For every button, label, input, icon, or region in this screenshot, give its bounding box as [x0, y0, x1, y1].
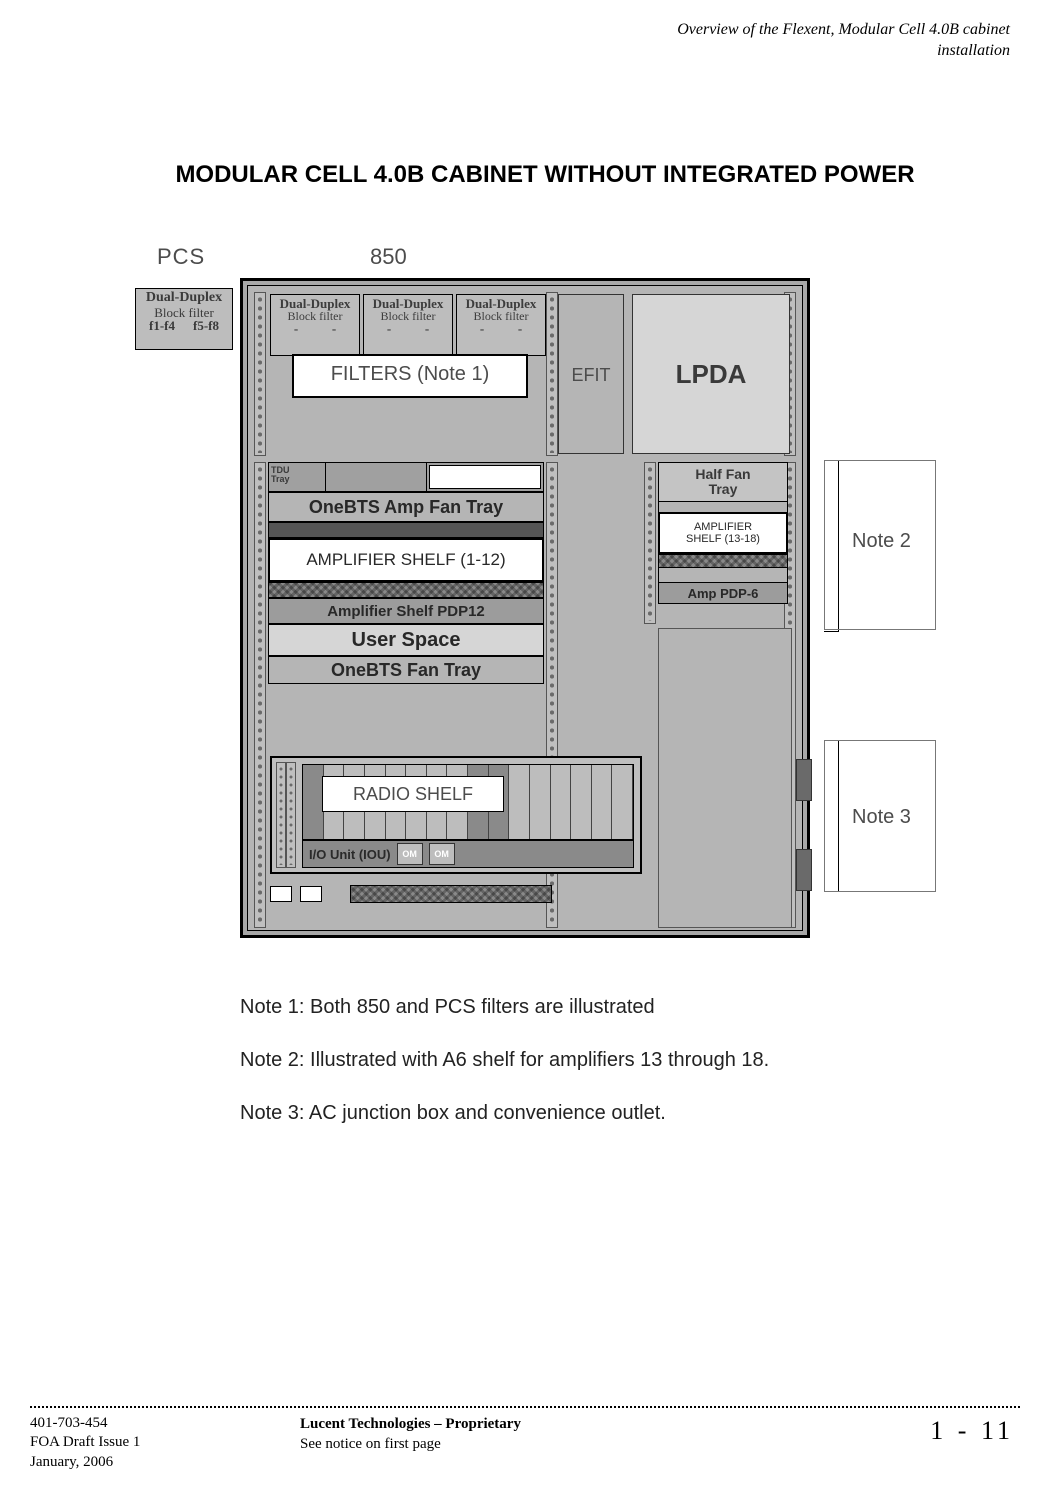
- amplifier-shelf-13-18: AMPLIFIER SHELF (13-18): [658, 512, 788, 554]
- hatch-strip: [268, 582, 544, 598]
- left-stack: TDU Tray OneBTS Amp Fan Tray AMPLIFIER S…: [268, 462, 544, 684]
- header-line2: installation: [937, 42, 1010, 59]
- tdu-blank: [326, 463, 427, 491]
- hatch-strip: [658, 554, 788, 568]
- small-box-icon: [270, 886, 292, 902]
- om-module: OM: [429, 843, 455, 865]
- note-1: Note 1: Both 850 and PCS filters are ill…: [240, 995, 990, 1020]
- right-narrow-stack: Half Fan Tray AMPLIFIER SHELF (13-18) Am…: [658, 462, 788, 604]
- radio-slot: [571, 765, 592, 839]
- rail-icon: [254, 292, 266, 456]
- divider-bar: [268, 522, 544, 538]
- onebts-fan-tray: OneBTS Fan Tray: [268, 656, 544, 684]
- footer-divider: [30, 1406, 1020, 1408]
- rail-icon: [546, 292, 558, 456]
- label-pcs: PCS: [157, 244, 205, 270]
- small-box-icon: [300, 886, 322, 902]
- note2-box: [824, 460, 936, 630]
- dd-box: Dual-Duplex Block filter --: [270, 294, 360, 356]
- user-space: User Space: [268, 624, 544, 656]
- outlet-tab-icon: [796, 849, 812, 891]
- half-fan-tray: Half Fan Tray: [658, 462, 788, 502]
- radio-slot: [551, 765, 572, 839]
- dd-box: Dual-Duplex Block filter --: [363, 294, 453, 356]
- right-blank-panel: [658, 628, 792, 928]
- rail-icon: [254, 462, 266, 928]
- figure-title: MODULAR CELL 4.0B CABINET WITHOUT INTEGR…: [170, 160, 920, 190]
- rail-icon: [286, 762, 296, 868]
- rail-icon: [276, 762, 286, 868]
- om-module: OM: [397, 843, 423, 865]
- pdp12-label: Amplifier Shelf PDP12: [268, 598, 544, 624]
- external-dual-duplex: Dual-Duplex Block filter f1-f4 f5-f8: [135, 288, 233, 350]
- cabinet-inner: Dual-Duplex Block filter -- Dual-Duplex …: [247, 285, 803, 931]
- amp-fan-tray: OneBTS Amp Fan Tray: [268, 492, 544, 522]
- header-line1: Overview of the Flexent, Modular Cell 4.…: [677, 21, 1010, 38]
- rail-icon: [644, 462, 656, 624]
- radio-slot: [530, 765, 551, 839]
- ext-dd-l3: f1-f4 f5-f8: [136, 319, 232, 333]
- radio-slot: [592, 765, 613, 839]
- io-unit-row: I/O Unit (IOU) OM OM: [302, 840, 634, 868]
- note-2: Note 2: Illustrated with A6 shelf for am…: [240, 1048, 990, 1073]
- efit-module: EFIT: [558, 294, 624, 454]
- spacer: [658, 502, 788, 512]
- junction-tab-icon: [796, 759, 812, 801]
- running-header: Overview of the Flexent, Modular Cell 4.…: [677, 20, 1010, 62]
- radio-slot: [509, 765, 530, 839]
- iou-label: I/O Unit (IOU): [303, 847, 391, 862]
- amp-pdp-6: Amp PDP-6: [658, 582, 788, 604]
- dd-box: Dual-Duplex Block filter --: [456, 294, 546, 356]
- ext-dd-l2: Block filter: [136, 306, 232, 320]
- radio-slot: [303, 765, 324, 839]
- amplifier-shelf-1-12: AMPLIFIER SHELF (1-12): [268, 538, 544, 582]
- ext-dd-l1: Dual-Duplex: [136, 291, 232, 306]
- hatch-strip: [350, 885, 552, 903]
- note3-box: [824, 740, 936, 892]
- bottom-row: [270, 882, 642, 906]
- tdu-tray-row: TDU Tray: [268, 462, 544, 492]
- radio-shelf-label: RADIO SHELF: [322, 776, 504, 812]
- tdu-blank-white: [429, 465, 541, 489]
- footer-left: 401-703-454 FOA Draft Issue 1 January, 2…: [30, 1414, 140, 1473]
- cabinet-outline: Dual-Duplex Block filter -- Dual-Duplex …: [240, 278, 810, 938]
- page-number: 1 - 11: [930, 1416, 1014, 1446]
- radio-shelf-area: RADIO SHELF I/O Unit (IOU) OM OM: [270, 756, 642, 874]
- spacer: [658, 568, 788, 582]
- lpda-module: LPDA: [632, 294, 790, 454]
- footer-center: Lucent Technologies – Proprietary See no…: [300, 1415, 521, 1454]
- dual-duplex-row: Dual-Duplex Block filter -- Dual-Duplex …: [270, 294, 546, 356]
- radio-slot: [612, 765, 633, 839]
- figure-notes: Note 1: Both 850 and PCS filters are ill…: [240, 995, 990, 1154]
- note-3: Note 3: AC junction box and convenience …: [240, 1101, 990, 1126]
- label-850: 850: [370, 244, 407, 270]
- tdu-label: TDU Tray: [269, 463, 326, 491]
- filters-label: FILTERS (Note 1): [292, 354, 528, 398]
